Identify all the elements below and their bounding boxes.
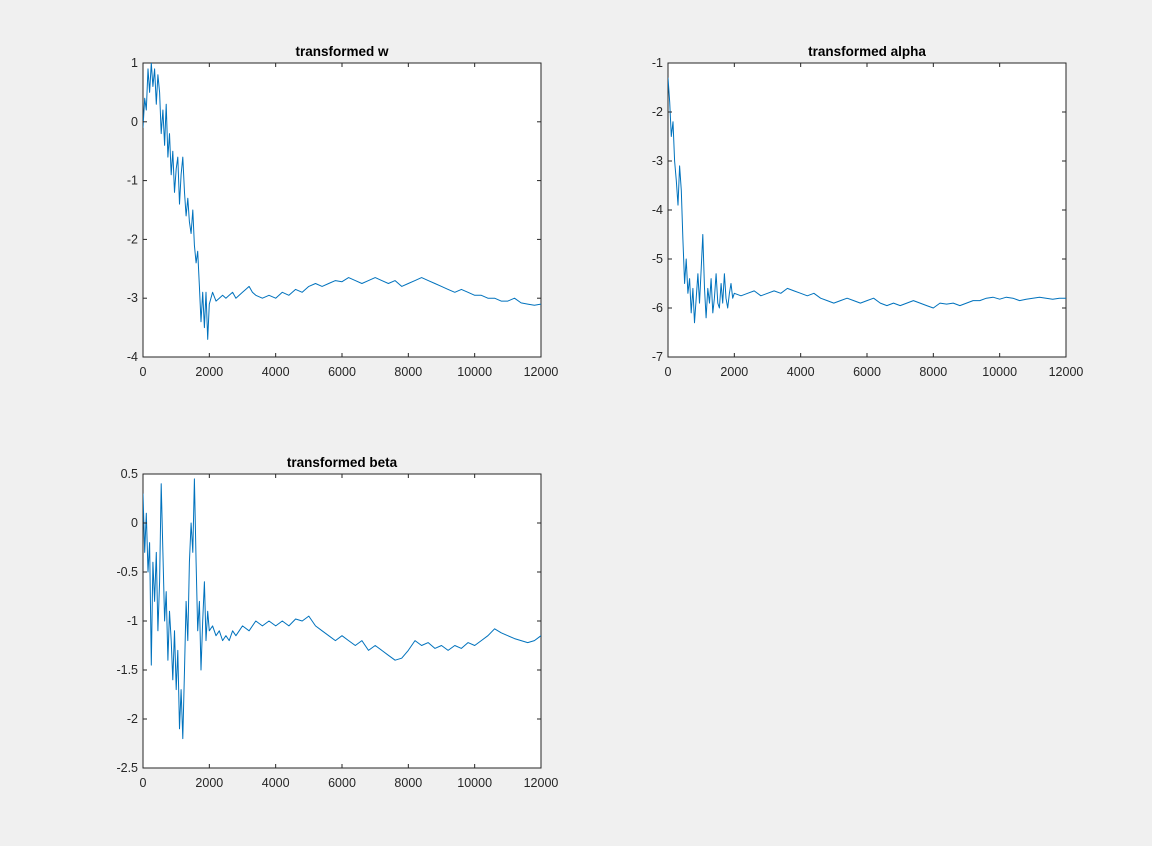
y-tick-label: -1 — [652, 56, 663, 70]
axes-transformed-w: 0 2000 4000 6000 8000 10000 12000 -4 -3 -2 -1 0 1 tra… — [127, 44, 559, 379]
y-tick-label: -3 — [127, 291, 138, 305]
axes-title: transformed alpha — [808, 44, 926, 59]
x-tick-label: 8000 — [919, 365, 947, 379]
y-tick-label: -1 — [127, 174, 138, 188]
x-tick-label: 8000 — [394, 776, 422, 790]
x-tick-label: 10000 — [457, 365, 492, 379]
y-tick-label: -0.5 — [116, 565, 138, 579]
y-tick-label: -6 — [652, 301, 663, 315]
axes-title: transformed beta — [287, 455, 398, 470]
y-tick-label: -1.5 — [116, 663, 138, 677]
plot-area — [667, 62, 1067, 358]
y-tick-label: 1 — [131, 56, 138, 70]
y-tick-label: 0.5 — [121, 467, 138, 481]
x-tick-label: 8000 — [394, 365, 422, 379]
series-line — [668, 77, 1066, 324]
y-tick-label: -2 — [127, 232, 138, 246]
y-tick-label: -1 — [127, 614, 138, 628]
axes-transformed-beta: 0 2000 4000 6000 8000 10000 12000 -2.5 -2 -1.5 -1 -… — [116, 455, 558, 790]
plot-area — [142, 62, 542, 358]
y-tick-label: -3 — [652, 154, 663, 168]
x-tick-label: 2000 — [195, 776, 223, 790]
y-tick-label: -5 — [652, 252, 663, 266]
y-tick-label: 0 — [131, 516, 138, 530]
y-tick-label: -2 — [127, 712, 138, 726]
y-tick-label: -2 — [652, 105, 663, 119]
y-tick-label: -7 — [652, 350, 663, 364]
x-tick-label: 12000 — [524, 776, 559, 790]
x-tick-label: 2000 — [720, 365, 748, 379]
x-tick-label: 10000 — [982, 365, 1017, 379]
x-tick-label: 12000 — [1049, 365, 1084, 379]
x-tick-label: 6000 — [328, 365, 356, 379]
x-tick-label: 0 — [665, 365, 672, 379]
x-tick-label: 2000 — [195, 365, 223, 379]
y-tick-label: -4 — [127, 350, 138, 364]
x-tick-label: 6000 — [328, 776, 356, 790]
x-tick-label: 0 — [140, 365, 147, 379]
axes-transformed-alpha: 0 2000 4000 6000 8000 10000 12000 -7 -6 -5 -4 -3 -2 -… — [652, 44, 1084, 379]
series-line — [143, 478, 541, 740]
axes-title: transformed w — [295, 44, 389, 59]
x-tick-label: 0 — [140, 776, 147, 790]
y-tick-label: -4 — [652, 203, 663, 217]
y-tick-label: 0 — [131, 115, 138, 129]
x-tick-label: 4000 — [262, 776, 290, 790]
series-line — [143, 63, 541, 340]
x-tick-label: 4000 — [262, 365, 290, 379]
y-tick-label: -2.5 — [116, 761, 138, 775]
x-tick-label: 12000 — [524, 365, 559, 379]
plot-area — [142, 473, 542, 769]
x-tick-label: 6000 — [853, 365, 881, 379]
x-tick-label: 10000 — [457, 776, 492, 790]
x-tick-label: 4000 — [787, 365, 815, 379]
